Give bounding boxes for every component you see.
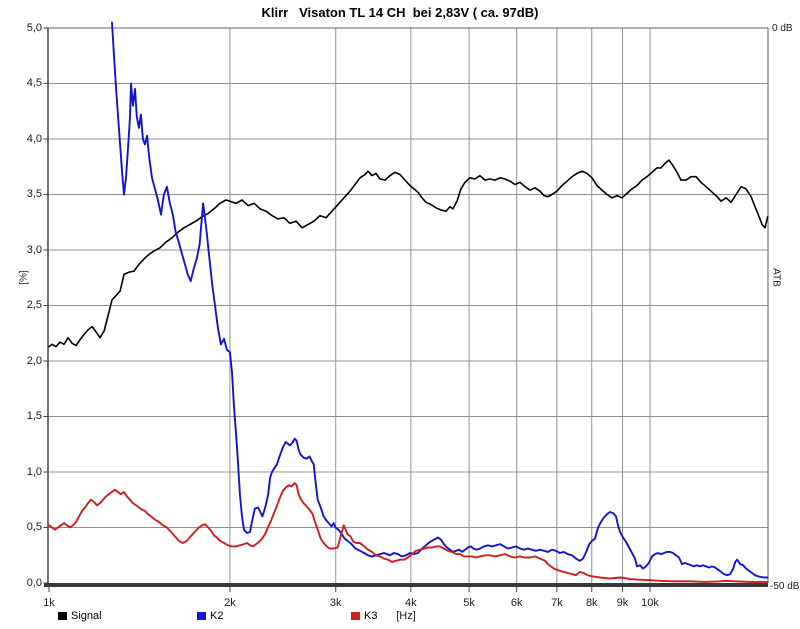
- bottom-axis-tick-label: 2k: [224, 597, 236, 609]
- legend-swatch-signal: [58, 612, 67, 620]
- series-signal-curve: [48, 159, 769, 348]
- left-axis-tick-label: 5,0: [26, 21, 42, 34]
- left-axis-tick-label: 4,0: [26, 132, 42, 145]
- legend-label: K3: [364, 610, 378, 622]
- left-axis-tick-label: 3,0: [26, 243, 42, 256]
- legend-item-k3: K3: [351, 610, 377, 622]
- bottom-axis-tick-label: 6k: [510, 597, 523, 609]
- legend-swatch-k3: [351, 612, 360, 620]
- bottom-axis-tick-label: 7k: [551, 597, 563, 609]
- bottom-axis-tick-label: 10k: [641, 597, 659, 609]
- legend-label: K2: [210, 610, 224, 622]
- series-k2-curve: [111, 21, 769, 579]
- bottom-axis-label: [Hz]: [396, 610, 416, 622]
- bottom-axis-tick-label: 3k: [329, 597, 342, 609]
- bottom-axis-tick-label: 8k: [585, 597, 598, 609]
- left-axis-tick-label: 2,5: [26, 299, 42, 311]
- left-axis-tick-label: 2,0: [26, 354, 42, 367]
- left-axis-tick-label: 1,5: [26, 410, 42, 422]
- left-axis-tick-label: 0,0: [26, 576, 42, 589]
- left-axis-tick-label: 1,0: [26, 465, 42, 478]
- bottom-axis-tick-label: 1k: [43, 597, 55, 609]
- left-axis-tick-label: 0,5: [26, 521, 42, 533]
- plot-border-bottom: [44, 583, 768, 587]
- right-axis-label: ATB: [770, 268, 782, 287]
- legend-item-signal: Signal: [58, 610, 102, 622]
- left-axis-tick-label: 4,5: [26, 77, 42, 89]
- right-axis-bottom-label: -50 dB: [770, 581, 800, 592]
- left-axis-label: [%]: [18, 270, 30, 285]
- right-axis-top-label: 0 dB: [772, 23, 793, 34]
- bottom-axis-tick-label: 5k: [463, 597, 475, 609]
- bottom-axis-tick-label: 9k: [616, 597, 629, 609]
- legend-label: Signal: [71, 610, 102, 622]
- legend-swatch-k2: [197, 612, 206, 620]
- series-k3-curve: [48, 482, 769, 583]
- bottom-axis-tick-label: 4k: [405, 597, 417, 609]
- chart-title: Klirr Visaton TL 14 CH bei 2,83V ( ca. 9…: [261, 5, 539, 20]
- left-axis-tick-label: 3,5: [26, 188, 42, 200]
- legend-item-k2: K2: [197, 610, 223, 622]
